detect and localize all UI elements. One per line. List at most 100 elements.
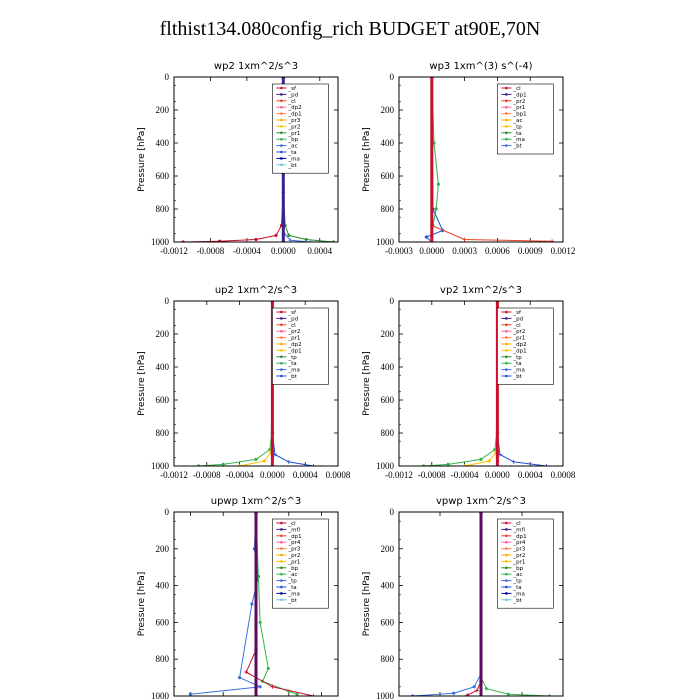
- legend-label: _dp2: [512, 342, 526, 348]
- legend-marker: [280, 144, 283, 147]
- legend-marker: [505, 534, 508, 538]
- legend-label: _dp1: [287, 348, 301, 354]
- legend-marker: [505, 336, 508, 339]
- legend-marker: [280, 598, 283, 602]
- data-point: [311, 694, 316, 696]
- y-tick-label: 1000: [376, 691, 395, 700]
- data-point: [258, 620, 263, 625]
- legend-box: [497, 307, 554, 385]
- x-tick-label: -0.0012: [160, 246, 188, 256]
- y-tick-label: 0: [165, 296, 170, 306]
- legend-label: _tp: [512, 124, 522, 130]
- data-point: [465, 693, 470, 696]
- data-point: [436, 182, 440, 186]
- legend-label: _mfl: [512, 527, 525, 533]
- x-tick-label: -0.0012: [385, 470, 413, 480]
- legend-label: _tp: [287, 579, 297, 585]
- data-point: [266, 666, 271, 671]
- legend-label: _ma: [287, 156, 299, 162]
- data-point: [221, 462, 225, 466]
- legend-label: _ta: [287, 585, 296, 591]
- legend-marker: [280, 329, 283, 333]
- legend-marker: [505, 572, 508, 576]
- legend-marker: [505, 99, 508, 103]
- legend-marker: [505, 317, 508, 320]
- legend-label: _pr2: [512, 329, 525, 335]
- y-tick-label: 600: [381, 617, 395, 627]
- legend: _sf_pd_cl_pr2_pr1_dp2_dp1_tp_ta_ma_bt: [272, 307, 329, 385]
- legend-label: _pd: [287, 92, 298, 98]
- legend-label: _pr2: [512, 553, 525, 559]
- legend-label: _ac: [512, 572, 522, 578]
- legend-marker: [505, 329, 508, 333]
- legend-label: _cl: [512, 86, 521, 92]
- chart-panel-2: wp3 1xm^(3) s^(-4) Pressure [hPa] 0 200 400 6…: [362, 61, 575, 256]
- legend-marker: [280, 355, 283, 359]
- legend-label: _ta: [512, 131, 521, 137]
- x-tick-label: -0.0008: [197, 246, 225, 256]
- panel-title: vp2 1xm^2/s^3: [440, 285, 522, 296]
- legend-marker: [280, 163, 283, 167]
- data-point: [188, 692, 192, 696]
- legend-marker: [280, 566, 283, 570]
- legend-label: _pr3: [287, 547, 301, 553]
- data-point: [304, 237, 309, 242]
- series-line-pr2: [239, 301, 273, 466]
- legend-label: _sf: [287, 86, 297, 92]
- legend-label: _pr3: [512, 547, 526, 553]
- legend-marker: [280, 579, 283, 582]
- data-point: [474, 688, 479, 693]
- legend-marker: [505, 579, 508, 582]
- legend-marker: [280, 560, 283, 563]
- y-tick-label: 400: [156, 581, 170, 591]
- data-point: [452, 691, 456, 695]
- y-tick-label: 200: [381, 105, 395, 115]
- y-tick-label: 1000: [376, 237, 395, 247]
- y-tick-label: 0: [390, 507, 395, 517]
- y-tick-label: 0: [165, 507, 170, 517]
- legend-marker: [505, 592, 508, 595]
- x-tick-label: 0.0000: [271, 246, 296, 256]
- legend-label: _pr1: [287, 131, 300, 137]
- data-point: [295, 692, 299, 696]
- legend-label: _pr1: [287, 559, 300, 565]
- y-axis-label: Pressure [hPa]: [137, 351, 147, 416]
- legend-marker: [280, 585, 283, 589]
- panel-title: vpwp 1xm^2/s^3: [436, 496, 526, 507]
- legend-label: _dp2: [287, 105, 301, 111]
- legend-marker: [505, 368, 508, 371]
- legend-label: _ta: [287, 361, 296, 367]
- x-tick-label: -0.0004: [226, 470, 254, 480]
- x-tick-label: 0.0012: [551, 246, 576, 256]
- legend-label: _pr1: [512, 336, 525, 342]
- legend-marker: [505, 105, 508, 109]
- y-tick-label: 400: [156, 138, 170, 148]
- legend: _cl_mfl_dp1_pr4_pr3_pr2_pr1_bp_ac_tp_ta_…: [272, 518, 329, 609]
- legend-marker: [505, 361, 508, 365]
- legend-marker: [280, 150, 283, 154]
- legend-marker: [505, 540, 508, 544]
- plot-frame: [398, 76, 564, 243]
- plot-area: [411, 512, 552, 696]
- legend-label: _pr1: [512, 105, 525, 111]
- data-point: [472, 685, 476, 689]
- legend-label: _dp1: [512, 92, 526, 98]
- data-point: [258, 685, 262, 689]
- legend-marker: [280, 317, 283, 320]
- series-line-dp1: [467, 512, 482, 696]
- y-tick-label: 800: [156, 204, 170, 214]
- legend-marker: [280, 99, 283, 103]
- legend-marker: [505, 125, 508, 128]
- plot-frame: [173, 300, 339, 467]
- legend-label: _ac: [287, 572, 297, 578]
- legend-marker: [280, 137, 283, 141]
- y-tick-label: 1000: [376, 461, 395, 471]
- data-point: [308, 240, 313, 242]
- legend-marker: [505, 112, 508, 115]
- legend-label: _ta: [287, 150, 296, 156]
- x-tick-label: 0.0000: [419, 246, 444, 256]
- y-tick-label: 600: [381, 395, 395, 405]
- legend-marker: [280, 361, 283, 365]
- data-point: [262, 459, 267, 464]
